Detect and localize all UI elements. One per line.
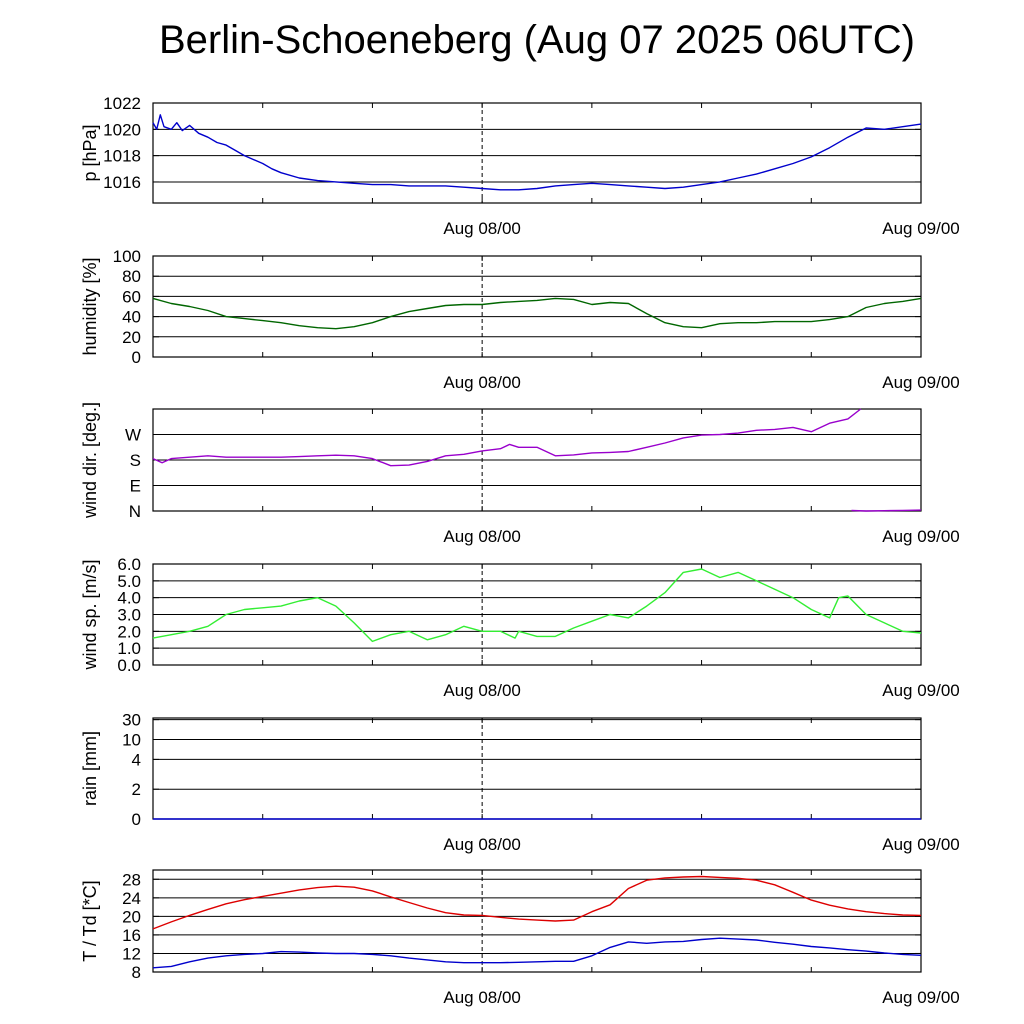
windspeed-ytick-label: 1.0 [117, 639, 141, 658]
windspeed-ylabel: wind sp. [m/s] [80, 559, 100, 670]
windspeed-series-0-line [152, 568, 922, 643]
temperature-xtick-label: Aug 08/00 [443, 988, 521, 1007]
temperature-xtick-label: Aug 09/00 [882, 988, 960, 1007]
temperature-ytick-label: 8 [132, 963, 141, 982]
rain-ylabel: rain [mm] [80, 731, 100, 806]
humidity-ytick-label: 40 [122, 308, 141, 327]
humidity-ytick-label: 60 [122, 287, 141, 306]
rain-xtick-label: Aug 09/00 [882, 835, 960, 854]
rain-ytick-label: 4 [132, 750, 141, 769]
windspeed-ytick-label: 0.0 [117, 656, 141, 675]
winddir-ytick-label: N [129, 502, 141, 521]
pressure-ytick-label: 1020 [103, 120, 141, 139]
winddir-ytick-label: W [125, 426, 141, 445]
temperature-ytick-label: 16 [122, 926, 141, 945]
windspeed-xtick-label: Aug 09/00 [882, 681, 960, 700]
rain-ytick-label: 30 [122, 711, 141, 730]
rain-ytick-label: 10 [122, 731, 141, 750]
windspeed-ytick-label: 4.0 [117, 589, 141, 608]
rain-ytick-label: 2 [132, 780, 141, 799]
temperature-ylabel: T / Td [*C] [80, 880, 100, 961]
pressure-ytick-label: 1018 [103, 147, 141, 166]
temperature-frame [152, 869, 922, 973]
pressure-xtick-label: Aug 08/00 [443, 219, 521, 238]
temperature-ytick-label: 20 [122, 907, 141, 926]
windspeed-ytick-label: 3.0 [117, 606, 141, 625]
humidity-ytick-label: 20 [122, 328, 141, 347]
winddir-ytick-label: E [130, 477, 141, 496]
winddir-series-0-line [152, 408, 862, 467]
humidity-ylabel: humidity [%] [80, 257, 100, 355]
windspeed-ytick-label: 2.0 [117, 622, 141, 641]
chart-title: Berlin-Schoeneberg (Aug 07 2025 06UTC) [159, 18, 915, 62]
humidity-series-0-line [152, 297, 922, 330]
rain-xtick-label: Aug 08/00 [443, 835, 521, 854]
humidity-xtick-label: Aug 08/00 [443, 373, 521, 392]
winddir-ylabel: wind dir. [deg.] [80, 402, 100, 519]
humidity-xtick-label: Aug 09/00 [882, 373, 960, 392]
winddir-ytick-label: S [130, 451, 141, 470]
winddir-xtick-label: Aug 09/00 [882, 527, 960, 546]
pressure-ylabel: p [hPa] [80, 124, 100, 181]
temperature-ytick-label: 24 [122, 889, 141, 908]
windspeed-ytick-label: 5.0 [117, 572, 141, 591]
pressure-ytick-label: 1016 [103, 173, 141, 192]
winddir-xtick-label: Aug 08/00 [443, 527, 521, 546]
winddir-series-1-line [851, 509, 922, 512]
humidity-ytick-label: 0 [132, 348, 141, 367]
humidity-ytick-label: 80 [122, 267, 141, 286]
humidity-frame [152, 255, 922, 358]
pressure-xtick-label: Aug 09/00 [882, 219, 960, 238]
pressure-frame [152, 102, 922, 204]
rain-ytick-label: 0 [132, 810, 141, 829]
pressure-series-0-line [152, 114, 922, 191]
temperature-ytick-label: 28 [122, 870, 141, 889]
humidity-ytick-label: 100 [113, 247, 141, 266]
temperature-series-t-line [152, 875, 922, 930]
windspeed-ytick-label: 6.0 [117, 555, 141, 574]
temperature-ytick-label: 12 [122, 944, 141, 963]
pressure-ytick-label: 1022 [103, 94, 141, 113]
temperature-series-td-line [152, 937, 922, 969]
rain-frame [152, 717, 922, 820]
windspeed-xtick-label: Aug 08/00 [443, 681, 521, 700]
